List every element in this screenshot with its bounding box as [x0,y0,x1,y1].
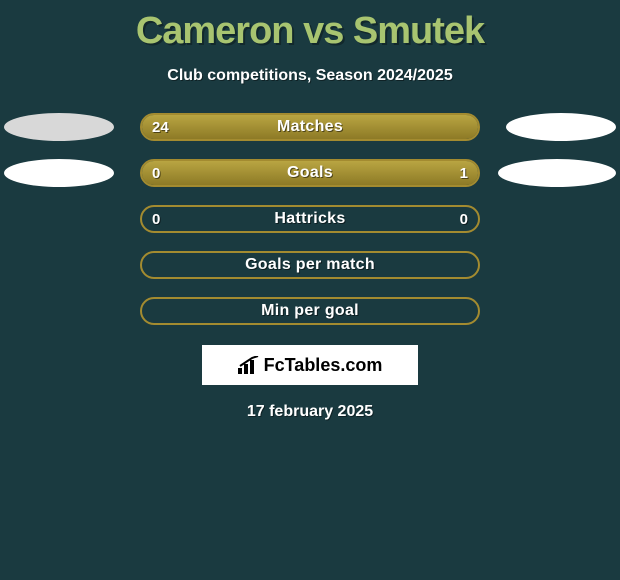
bar-label: Hattricks [142,207,478,231]
stat-row: Goals per match [0,251,620,279]
bar-label: Matches [142,115,478,139]
stat-bar: Min per goal [140,297,480,325]
stat-bar: 00Hattricks [140,205,480,233]
stat-row: 01Goals [0,159,620,187]
bar-label: Goals [142,161,478,185]
left-ellipse [4,159,114,187]
bar-label: Goals per match [142,253,478,277]
stat-row: Min per goal [0,297,620,325]
stat-bar: 01Goals [140,159,480,187]
subtitle: Club competitions, Season 2024/2025 [0,67,620,85]
logo-box: FcTables.com [202,345,418,385]
chart-icon [238,356,260,374]
stat-rows: 24Matches 01Goals 00Hattricks Goals per mat… [0,113,620,325]
date-text: 17 february 2025 [0,403,620,421]
right-ellipse [498,159,616,187]
bar-label: Min per goal [142,299,478,323]
logo: FcTables.com [238,355,383,376]
stat-bar: 24Matches [140,113,480,141]
stat-bar: Goals per match [140,251,480,279]
page-title: Cameron vs Smutek [0,0,620,53]
stat-row: 00Hattricks [0,205,620,233]
left-ellipse [4,113,114,141]
stat-row: 24Matches [0,113,620,141]
logo-text: FcTables.com [264,355,383,376]
right-ellipse [506,113,616,141]
